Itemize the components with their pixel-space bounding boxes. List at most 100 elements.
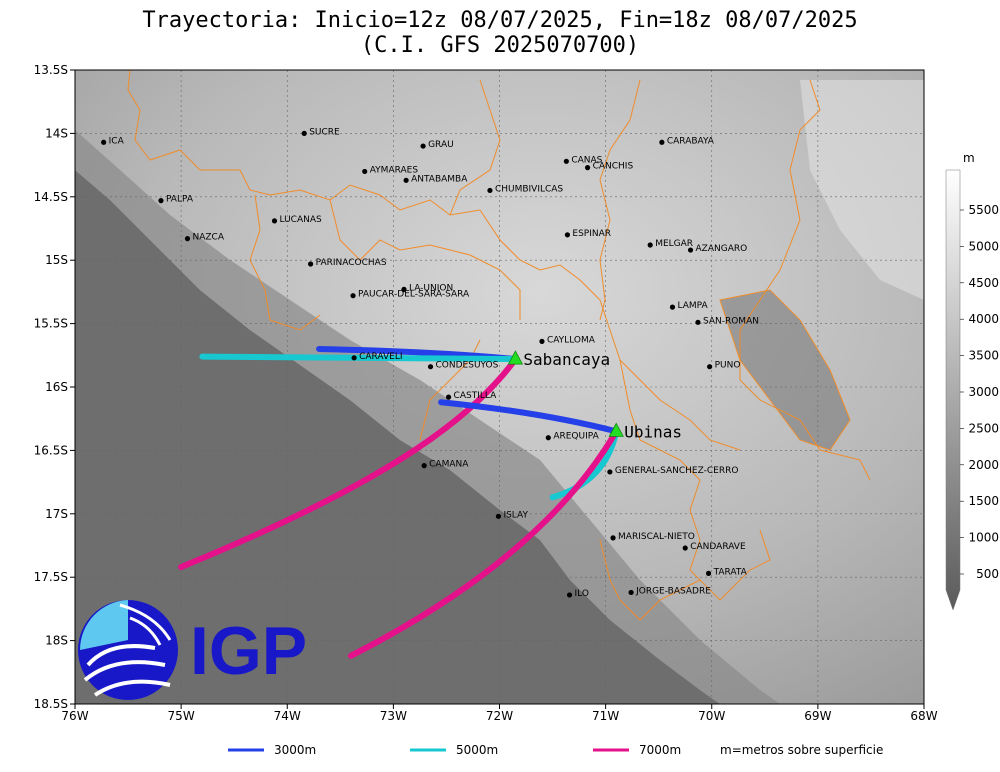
place-label: PALPA: [166, 195, 194, 205]
x-tick-label: 74W: [274, 709, 301, 723]
legend-label: 7000m: [639, 743, 681, 757]
volcano-triangle-icon: [608, 422, 624, 437]
elevation-colorbar: m 5500 5000 4500 4000 3500 3000 2500 2000 1500 10…: [945, 151, 999, 611]
volcano-sabancaya: Sabancaya: [507, 350, 610, 369]
place-marker: ICA: [101, 136, 125, 146]
x-tick-label: 71W: [592, 709, 619, 723]
place-dot: [401, 286, 407, 292]
place-marker: NAZCA: [184, 233, 225, 243]
place-dot: [420, 143, 426, 149]
place-dot: [695, 319, 701, 325]
boundary-line: [449, 79, 501, 216]
place-dot: [158, 198, 164, 204]
place-label: GENERAL-SANCHEZ-CERRO: [615, 466, 739, 476]
place-marker: CANAS: [563, 155, 603, 165]
place-marker: JORGE-BASADRE: [628, 586, 711, 596]
title-line-1: Trayectoria: Inicio=12z 08/07/2025, Fin=…: [142, 8, 857, 33]
y-tick-label: 17.5S: [34, 570, 68, 584]
place-dot: [564, 232, 571, 238]
place-marker: LAMPA: [669, 301, 708, 311]
legend-item-7000m: 7000m: [593, 743, 681, 757]
place-label: CAMANA: [429, 460, 469, 470]
place-marker: CASTILLA: [445, 391, 498, 401]
place-label: PARINACOCHAS: [316, 258, 387, 268]
place-marker: TARATA: [705, 567, 748, 577]
place-marker: GENERAL-SANCHEZ-CERRO: [607, 466, 738, 476]
boundary-line: [599, 79, 641, 321]
trajectory-lines: [178, 345, 620, 659]
colorbar-label: 3000: [968, 385, 999, 399]
colorbar-label: 4500: [968, 276, 999, 290]
colorbar-label: 5500: [968, 203, 999, 217]
y-tick-label: 15S: [45, 253, 68, 267]
place-dot: [351, 355, 357, 361]
place-label: PAUCAR-DEL-SARA-SARA: [358, 290, 470, 300]
place-dot: [307, 261, 314, 267]
title-line-2: (C.I. GFS 2025070700): [361, 33, 639, 58]
boundary-line: [599, 539, 701, 621]
place-label: SUCRE: [309, 127, 340, 137]
y-tick-label: 15.5S: [34, 317, 68, 331]
y-tick-label: 14S: [45, 126, 68, 140]
x-tick-label: 76W: [61, 709, 88, 723]
place-marker: PAUCAR-DEL-SARA-SARA: [350, 290, 470, 300]
place-dot: [539, 338, 545, 344]
place-label: CONDESUYOS: [436, 361, 499, 371]
place-label: ICA: [109, 136, 125, 146]
place-marker: SUCRE: [301, 127, 340, 137]
y-tick-label: 18S: [45, 634, 68, 648]
boundary-line: [719, 289, 851, 451]
y-tick-label: 13.5S: [34, 63, 68, 77]
trajectory-sabancaya-5000m: [199, 353, 519, 363]
y-tick-label: 18.5S: [34, 697, 68, 711]
trajectory-ubinas-7000m: [347, 428, 620, 659]
legend-note: m=metros sobre superficie: [720, 743, 883, 757]
place-dot: [563, 158, 569, 164]
volcano-ubinas: Ubinas: [608, 422, 682, 441]
coastal-lowland: [75, 170, 720, 704]
x-tick-label: 70W: [698, 709, 725, 723]
boundary-line: [619, 359, 771, 601]
place-label: MARISCAL-NIETO: [618, 532, 695, 542]
igp-logo-text: IGP: [190, 613, 307, 689]
place-label: LA-UNION: [409, 283, 453, 293]
x-axis-ticks: 76W 75W 74W 73W 72W 71W 70W 69W 68W: [61, 704, 938, 723]
x-tick-label: 68W: [910, 709, 937, 723]
place-dot: [403, 177, 409, 183]
place-label: NAZCA: [192, 233, 224, 243]
place-dot: [421, 463, 427, 469]
boundary-line: [739, 79, 871, 481]
place-marker: SAN-ROMAN: [695, 316, 759, 326]
volcano-markers: Sabancaya Ubinas: [507, 350, 682, 441]
place-label: LUCANAS: [280, 215, 322, 225]
place-label: CAYLLOMA: [547, 335, 596, 345]
place-dot: [566, 592, 573, 598]
place-marker: LUCANAS: [271, 215, 322, 225]
place-dot: [495, 513, 502, 519]
x-tick-label: 72W: [486, 709, 513, 723]
place-label: CASTILLA: [454, 391, 498, 401]
legend-item-5000m: 5000m: [410, 743, 498, 757]
place-label: ANTABAMBA: [411, 174, 468, 184]
place-label: SAN-ROMAN: [703, 316, 759, 326]
lake-titicaca: [720, 290, 850, 450]
y-axis-ticks: 13.5S 14S 14.5S 15S 15.5S 16S 16.5S 17S 17.5S 18S…: [34, 63, 75, 711]
place-label: AZANGARO: [696, 244, 748, 254]
legend-label: 5000m: [456, 743, 498, 757]
place-dot: [362, 168, 368, 175]
place-dot: [271, 218, 278, 224]
colorbar-label: 500: [976, 567, 999, 581]
place-label: JORGE-BASADRE: [635, 586, 711, 596]
place-label: AREQUIPA: [553, 432, 599, 442]
colorbar-label: 5000: [968, 239, 999, 253]
place-dot: [584, 165, 591, 171]
coastal-slope: [75, 130, 780, 704]
place-marker: CAMANA: [421, 460, 469, 470]
place-label: CARABAYA: [667, 136, 715, 146]
department-boundaries: [127, 70, 871, 621]
volcano-triangle-icon: [507, 350, 524, 365]
trajectory-legend: 3000m 5000m 7000m m=metros sobre superficie: [228, 743, 883, 757]
boundary-line: [329, 199, 521, 320]
place-dot: [101, 139, 107, 145]
place-label: MELGAR: [655, 239, 693, 249]
